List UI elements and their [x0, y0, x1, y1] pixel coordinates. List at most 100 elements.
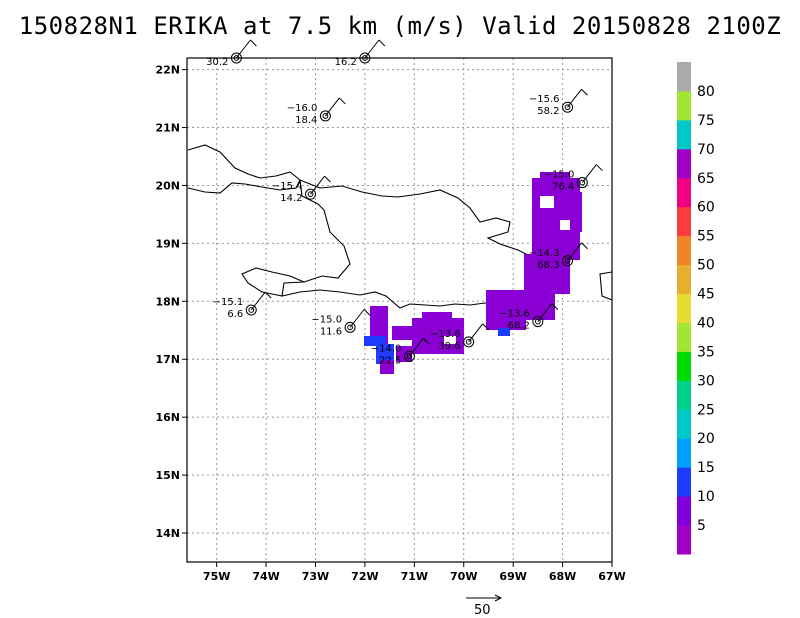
obs-temperature: −15.6 — [529, 94, 560, 105]
shade-hole — [560, 220, 570, 230]
colorbar-label: 35 — [697, 344, 715, 360]
wind-barb-staff — [537, 303, 553, 322]
colorbar-label: 45 — [697, 287, 715, 303]
x-tick-label: 75W — [203, 570, 230, 583]
shade-hole — [444, 336, 456, 344]
reference-vector: 50 — [466, 594, 503, 618]
plot-frame — [186, 57, 613, 563]
wind-barb-staff — [468, 323, 484, 343]
station-ring — [576, 177, 588, 189]
obs-temperature: −15.4 — [272, 181, 303, 192]
obs-wind-speed: 16.2 — [335, 57, 357, 68]
x-tick-label: 67W — [598, 570, 625, 583]
colorbar: 5 10 15 20 25 30 35 40 45 50 55 60 65 70 75 80 — [677, 62, 715, 555]
y-tick-label: 15N — [155, 469, 180, 482]
obs-temperature: −13.6 — [430, 329, 461, 340]
observation-point: −14.368.3 — [529, 242, 588, 271]
wind-barb-flag — [482, 323, 490, 331]
wind-barb-flag — [250, 39, 257, 47]
shade-hole — [540, 196, 554, 208]
wind-barb-flag — [581, 242, 588, 250]
obs-temperature: −13.6 — [499, 309, 530, 320]
wind-barb-flag — [324, 175, 331, 183]
station-dot — [347, 324, 353, 331]
colorbar-swatch — [677, 438, 691, 468]
observation-point: −15.658.2 — [529, 88, 588, 117]
station-dot — [406, 353, 413, 360]
colorbar-swatch — [677, 264, 691, 295]
observation-point: −15.16.6 — [213, 291, 272, 320]
colorbar-swatch — [677, 119, 691, 150]
wind-barb-flag — [363, 309, 371, 316]
colorbar-swatch — [677, 496, 691, 526]
station-ring — [562, 101, 574, 113]
wind-barb-staff — [567, 242, 582, 262]
coastline-puerto-rico — [599, 271, 613, 301]
colorbar-label: 25 — [697, 402, 715, 418]
coastline-haiti-peninsula — [241, 267, 305, 297]
colorbar-label: 10 — [697, 489, 715, 505]
station-ring — [562, 255, 574, 267]
colorbar-swatch — [677, 380, 691, 410]
station-dot — [233, 55, 240, 61]
obs-wind-speed: 6.6 — [227, 309, 243, 320]
reference-arrowhead — [494, 594, 503, 602]
colorbar-swatch — [677, 148, 691, 179]
x-tick-label: 70W — [450, 570, 477, 583]
station-ring — [344, 321, 356, 333]
wind-barb-flag — [581, 88, 588, 96]
x-tick-label: 71W — [401, 570, 428, 583]
colorbar-swatch — [677, 206, 691, 237]
station-dot — [248, 307, 255, 313]
wind-barb-flag — [339, 97, 346, 105]
station-dot — [307, 191, 314, 198]
y-tick-label: 17N — [155, 353, 180, 366]
colorbar-label: 65 — [697, 171, 715, 187]
colorbar-label: 75 — [697, 113, 715, 129]
station-dot — [465, 338, 472, 345]
y-tick-label: 19N — [155, 237, 180, 250]
shade-cell — [380, 360, 394, 374]
wind-barb-flag — [423, 337, 430, 345]
observation-point: −15.011.6 — [311, 309, 371, 337]
y-tick-label: 22N — [155, 64, 180, 77]
observation-point: −15.076.4 — [544, 164, 603, 193]
obs-temperature: −14.0 — [371, 343, 402, 354]
wind-barb-flag — [595, 164, 603, 171]
shade-hole — [402, 318, 412, 326]
colorbar-swatch — [677, 235, 691, 266]
colorbar-label: 15 — [697, 460, 715, 476]
wind-barb-staff — [364, 39, 380, 59]
observation-point: 30.2 — [206, 39, 257, 68]
wind-barb-flag — [264, 291, 272, 299]
colorbar-swatch — [677, 90, 691, 121]
shade-cell — [572, 192, 582, 232]
colorbar-swatch — [677, 525, 691, 555]
colorbar-label: 55 — [697, 229, 715, 245]
obs-wind-speed: 11.6 — [320, 326, 342, 337]
station-dot — [362, 55, 368, 61]
obs-temperature: −15.1 — [213, 297, 244, 308]
wind-barb-staff — [310, 175, 325, 195]
observation-point: 16.2 — [335, 39, 386, 68]
wind-barb-staff — [250, 291, 266, 311]
colorbar-label: 30 — [697, 373, 715, 389]
station-dot — [322, 113, 329, 119]
colorbar-swatch — [677, 177, 691, 208]
wind-barb-staff — [581, 164, 597, 183]
shade-cell — [376, 344, 394, 364]
obs-wind-speed: 14.2 — [280, 193, 302, 204]
shade-cell — [486, 290, 526, 330]
observation-point: −16.018.4 — [287, 97, 346, 126]
obs-wind-speed: 68.3 — [537, 260, 559, 271]
wind-barb-staff — [324, 97, 340, 117]
colorbar-swatch — [677, 409, 691, 439]
shade-cell — [498, 328, 510, 336]
obs-wind-speed: 22.5 — [379, 355, 401, 366]
wind-barb-flag — [378, 39, 386, 47]
colorbar-label: 40 — [697, 315, 715, 331]
obs-wind-speed: 58.2 — [537, 106, 559, 117]
colorbar-label: 80 — [697, 84, 715, 100]
colorbar-swatch — [677, 467, 691, 497]
wind-barb-staff — [349, 309, 365, 328]
